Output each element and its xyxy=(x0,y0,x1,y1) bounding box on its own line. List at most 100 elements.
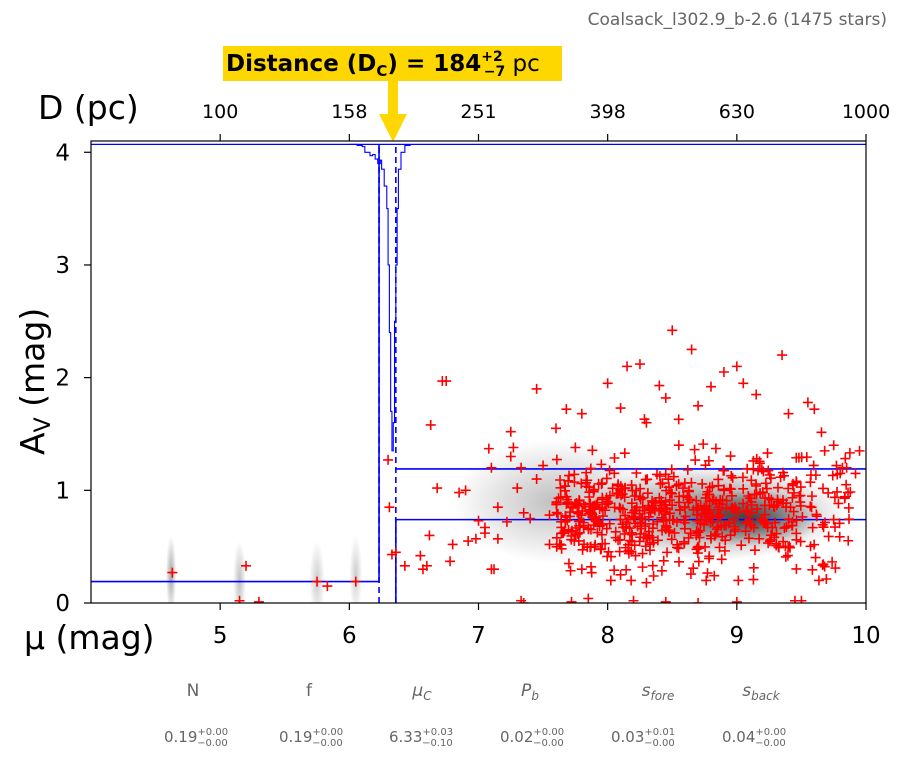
star-point xyxy=(658,515,669,526)
star-point xyxy=(817,519,828,530)
parameter-subscript: C xyxy=(423,689,432,703)
x-tick-label: 8 xyxy=(600,623,615,649)
star-point xyxy=(652,535,663,546)
star-point xyxy=(621,564,632,575)
star-point xyxy=(489,564,499,575)
star-point xyxy=(736,540,747,551)
star-point xyxy=(843,535,854,546)
star-point xyxy=(593,478,604,489)
star-point xyxy=(663,525,674,536)
star-point xyxy=(763,492,774,503)
star-point xyxy=(634,492,645,503)
star-point xyxy=(719,485,730,496)
star-point xyxy=(806,502,817,513)
star-point xyxy=(795,482,806,493)
star-point xyxy=(516,595,527,603)
star-point xyxy=(643,511,654,522)
star-point xyxy=(619,448,630,459)
star-point xyxy=(768,501,779,512)
x-tick-label: 5 xyxy=(213,623,228,649)
star-point xyxy=(688,504,699,515)
star-point xyxy=(594,518,605,529)
top-tick-label: 398 xyxy=(590,101,626,123)
star-point xyxy=(592,527,603,538)
star-point xyxy=(445,556,456,567)
star-point xyxy=(706,381,716,392)
star-point xyxy=(582,475,593,486)
star-point xyxy=(563,475,574,486)
star-point xyxy=(688,563,699,574)
star-point xyxy=(626,498,637,509)
y-tick-label: 4 xyxy=(55,140,70,166)
star-point xyxy=(622,361,633,372)
star-point xyxy=(609,565,620,576)
star-point xyxy=(667,325,678,336)
top-tick-label: 1000 xyxy=(842,101,890,123)
star-point xyxy=(551,532,562,543)
star-point xyxy=(648,571,659,582)
star-point xyxy=(821,574,832,585)
star-point xyxy=(597,492,608,503)
top-axis-ticks: 100 158 251 398 630 1000 xyxy=(202,101,890,141)
star-point xyxy=(642,488,653,499)
star-point xyxy=(574,527,585,538)
star-point xyxy=(809,404,820,415)
star-point xyxy=(576,564,587,575)
star-point xyxy=(844,514,855,525)
star-point xyxy=(672,542,683,553)
star-point xyxy=(570,442,581,453)
star-point xyxy=(538,460,549,471)
star-point xyxy=(712,510,723,521)
star-point xyxy=(795,500,806,511)
parameter-value-minus: −0.00 xyxy=(644,738,675,749)
parameter-name: μC xyxy=(411,681,432,703)
star-point xyxy=(659,506,670,517)
star-point xyxy=(771,540,782,551)
star-point xyxy=(673,479,684,490)
star-point xyxy=(383,454,394,465)
star-point xyxy=(602,378,613,389)
star-point xyxy=(572,500,583,511)
star-point xyxy=(560,481,571,492)
y-tick-label: 3 xyxy=(55,253,70,279)
top-tick-label: 251 xyxy=(460,101,496,123)
star-point xyxy=(671,480,682,491)
star-point xyxy=(791,477,802,488)
star-point xyxy=(772,482,783,493)
star-point xyxy=(654,380,665,391)
star-point xyxy=(584,492,595,503)
star-point xyxy=(794,490,805,501)
star-point xyxy=(778,467,789,478)
star-point xyxy=(604,465,615,476)
density-cloud xyxy=(165,535,177,603)
star-point xyxy=(399,560,410,571)
star-point xyxy=(312,576,323,587)
star-point xyxy=(683,497,694,508)
star-point xyxy=(630,550,641,561)
distance-plus: +2 xyxy=(481,49,502,65)
star-point xyxy=(698,439,709,450)
star-point xyxy=(666,488,677,499)
star-point xyxy=(708,494,719,505)
star-point xyxy=(551,507,562,518)
star-point xyxy=(669,527,680,538)
star-point xyxy=(839,493,850,504)
parameter-value-main: 0.03 xyxy=(611,728,644,746)
star-point xyxy=(627,485,638,496)
star-point xyxy=(844,447,855,458)
star-point xyxy=(563,558,574,569)
star-point xyxy=(673,414,684,425)
star-point xyxy=(729,526,740,537)
parameter-value-main: 0.19 xyxy=(164,728,197,746)
star-point xyxy=(637,502,648,513)
star-point xyxy=(718,367,729,377)
star-point xyxy=(564,470,575,481)
star-point xyxy=(613,479,624,490)
star-point xyxy=(531,383,542,394)
star-point xyxy=(781,498,792,509)
star-point xyxy=(661,485,672,496)
star-point xyxy=(711,496,722,507)
star-point xyxy=(741,505,752,516)
top-tick-label: 630 xyxy=(719,101,755,123)
y-tick-label: 1 xyxy=(55,478,70,504)
